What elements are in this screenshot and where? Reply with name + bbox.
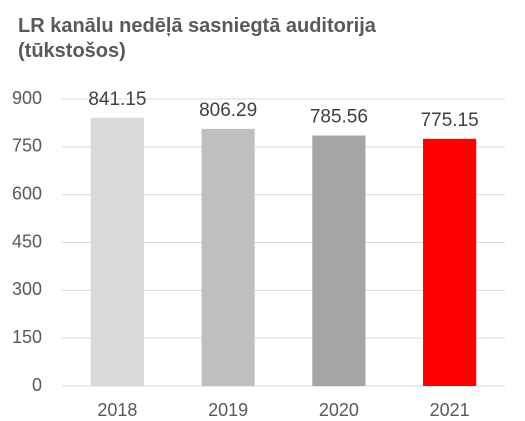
x-tick-label: 2021 [430, 400, 470, 420]
data-label: 785.56 [310, 107, 368, 128]
y-tick-label: 900 [12, 88, 42, 108]
chart-title: LR kanālu nedēļā sasniegtā auditorija (t… [18, 15, 376, 62]
x-tick-label: 2020 [319, 400, 359, 420]
y-tick-label: 600 [12, 183, 42, 203]
bar [201, 128, 255, 387]
x-tick-label: 2019 [208, 400, 248, 420]
x-tick-label: 2018 [97, 400, 137, 420]
data-label: 841.15 [88, 89, 146, 110]
y-tick-label: 750 [12, 136, 42, 156]
y-tick-label: 150 [12, 327, 42, 347]
bar [312, 135, 366, 386]
data-label: 775.15 [421, 110, 479, 131]
bar [423, 138, 477, 386]
bar [90, 117, 144, 387]
y-tick-label: 450 [12, 231, 42, 251]
y-tick-label: 300 [12, 279, 42, 299]
y-tick-label: 0 [32, 375, 42, 395]
data-label: 806.29 [199, 100, 257, 121]
